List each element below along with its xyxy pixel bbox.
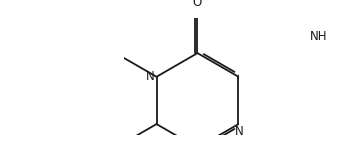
Text: N: N: [146, 70, 155, 83]
Text: N: N: [235, 125, 244, 138]
Text: O: O: [193, 0, 202, 9]
Text: NH: NH: [310, 30, 327, 43]
